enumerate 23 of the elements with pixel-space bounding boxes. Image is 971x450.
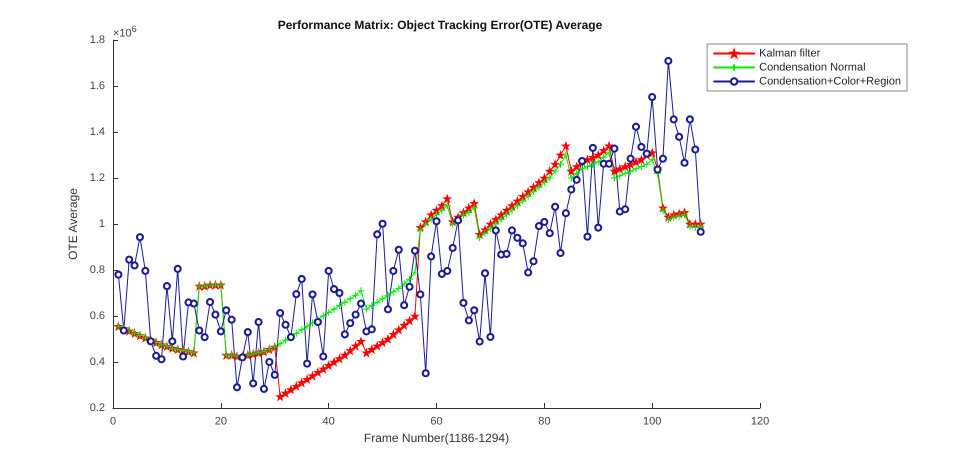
y-tick-label: 1.6	[90, 80, 105, 92]
x-tick-label: 120	[750, 416, 770, 428]
y-tick-label: 1.8	[90, 34, 105, 46]
text: ×10$^{6}$	[113, 24, 137, 40]
x-tick-label: 20	[214, 416, 227, 428]
legend-label: Kalman filter	[759, 48, 821, 60]
legend-label: Condensation+Color+Region	[759, 76, 902, 88]
y-tick-label: 1.2	[90, 172, 105, 184]
x-tick-label: 40	[322, 416, 335, 428]
y-tick-label: 0.4	[90, 356, 105, 368]
x-tick-label: 80	[538, 416, 550, 428]
x-axis-title: Frame Number(1186-1294)	[364, 430, 510, 445]
chart-title: Performance Matrix: Object Tracking Error(OTE) Average	[278, 18, 603, 32]
y-tick-label: 0.2	[90, 402, 105, 414]
x-tick-label: 100	[642, 416, 662, 428]
legend-label: Condensation Normal	[759, 62, 866, 74]
x-tick-label: 60	[430, 416, 443, 428]
y-tick-label: 1.4	[90, 126, 105, 138]
y-tick-label: 0.6	[90, 310, 105, 322]
y-axis-title: OTE Average	[66, 188, 80, 260]
y-tick-label: 1	[98, 218, 105, 230]
x-tick-label: 0	[110, 416, 116, 428]
y-tick-label: 0.8	[90, 264, 105, 276]
